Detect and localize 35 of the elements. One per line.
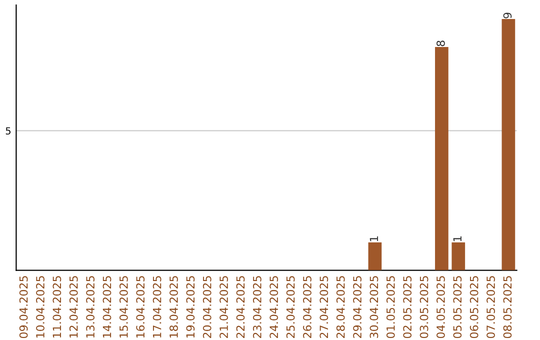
x-tick-label: 13.04.2025 xyxy=(86,276,95,338)
x-tick-label: 02.05.2025 xyxy=(403,276,412,338)
x-tick-label: 05.05.2025 xyxy=(453,276,462,338)
data-label: 8 xyxy=(436,40,445,46)
x-tick-label: 22.04.2025 xyxy=(236,276,245,338)
x-tick-label: 07.05.2025 xyxy=(486,276,495,338)
x-tick-label: 24.04.2025 xyxy=(270,276,278,338)
x-tick-label: 01.05.2025 xyxy=(386,276,395,338)
x-tick-label: 23.04.2025 xyxy=(252,276,262,338)
x-tick-label: 28.04.2025 xyxy=(336,276,345,338)
x-tick-label: 03.05.2025 xyxy=(420,276,428,338)
x-tick-label: 18.04.2025 xyxy=(170,276,178,338)
x-tick-label: 06.05.2025 xyxy=(470,276,478,338)
x-tick-label: 11.04.2025 xyxy=(52,276,62,338)
x-tick-label: 27.04.2025 xyxy=(320,276,328,338)
x-tick-label: 16.04.2025 xyxy=(136,276,145,338)
x-tick-label: 29.04.2025 xyxy=(353,276,362,338)
x-tick-label: 21.04.2025 xyxy=(220,276,228,338)
x-tick-label: 04.05.2025 xyxy=(436,276,445,338)
x-tick-label: 25.04.2025 xyxy=(286,276,295,338)
x-tick-label: 20.04.2025 xyxy=(202,276,212,338)
x-tick-label: 30.04.2025 xyxy=(370,276,378,338)
x-tick-label: 14.04.2025 xyxy=(102,276,112,338)
data-label: 1 xyxy=(453,236,462,242)
x-tick-label: 26.04.2025 xyxy=(303,276,312,338)
y-tick-label: 5 xyxy=(6,127,10,135)
x-tick-label: 10.04.2025 xyxy=(36,276,44,338)
x-tick-label: 08.05.2025 xyxy=(503,276,512,338)
x-tick-label: 12.04.2025 xyxy=(69,276,78,338)
data-label: 1 xyxy=(370,236,378,242)
data-label: 9 xyxy=(503,12,512,18)
x-tick-label: 09.04.2025 xyxy=(19,276,28,338)
x-tick-label: 19.04.2025 xyxy=(186,276,195,338)
x-tick-label: 17.04.2025 xyxy=(152,276,162,338)
x-tick-label: 15.04.2025 xyxy=(119,276,128,338)
